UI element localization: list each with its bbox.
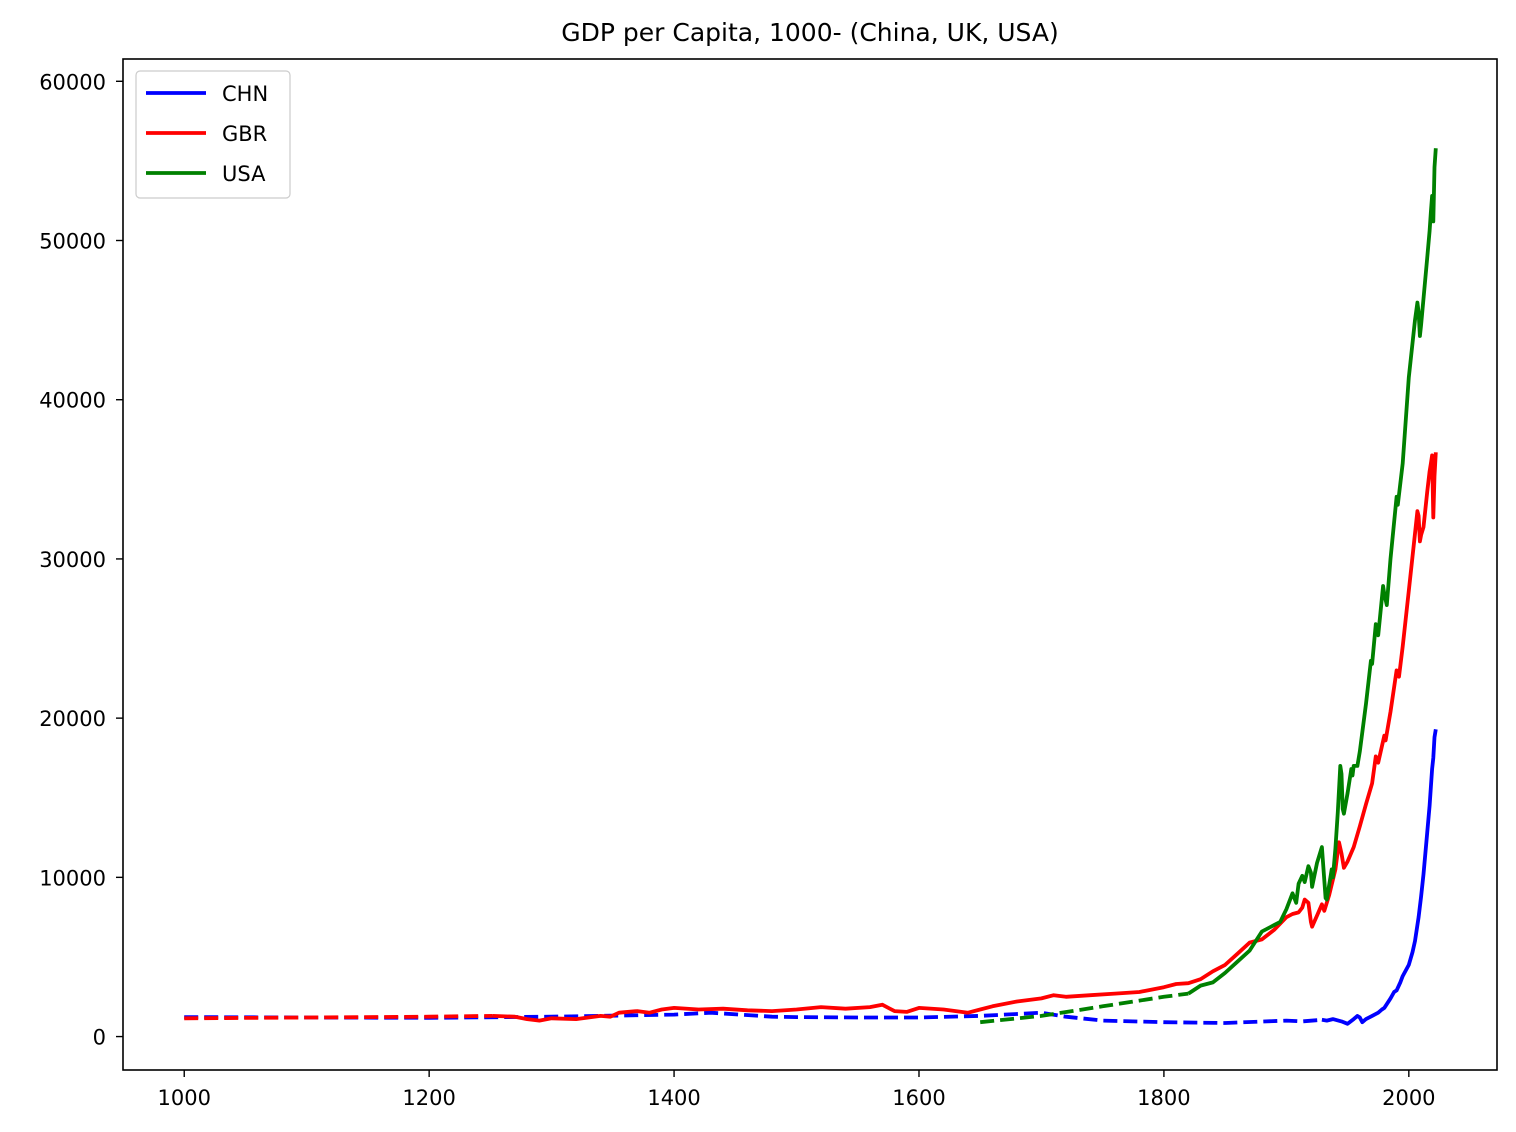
y-tick-label: 20000 [39, 707, 106, 731]
x-tick-label: 1400 [647, 1086, 700, 1110]
series-usa-dashed-line [980, 991, 1189, 1025]
y-tick-label: 30000 [39, 548, 106, 572]
x-tick-label: 1200 [402, 1086, 455, 1110]
series-layer [184, 148, 1438, 1026]
x-tick-label: 1600 [892, 1086, 945, 1110]
series-gbr-dashed-line [184, 1014, 493, 1021]
chart-title: GDP per Capita, 1000- (China, UK, USA) [561, 18, 1058, 47]
legend-box [135, 70, 291, 199]
series-usa-line [1187, 148, 1438, 996]
legend-label-chn: CHN [222, 82, 268, 106]
x-axis: 1000 1200 1400 1600 1800 2000 [158, 1070, 1436, 1110]
series-gbr-line [492, 452, 1438, 1023]
series-chn-line [1321, 728, 1438, 1026]
legend-label-usa: USA [222, 162, 266, 186]
y-tick-label: 50000 [39, 230, 106, 254]
legend-label-gbr: GBR [222, 122, 267, 146]
x-tick-label: 2000 [1382, 1086, 1435, 1110]
x-tick-label: 1000 [158, 1086, 211, 1110]
x-tick-label: 1800 [1137, 1086, 1190, 1110]
y-tick-label: 0 [93, 1026, 106, 1050]
legend: CHN GBR USA [135, 70, 291, 199]
y-tick-label: 10000 [39, 866, 106, 890]
plot-frame [122, 58, 1498, 1071]
y-tick-label: 60000 [39, 70, 106, 94]
y-tick-label: 40000 [39, 389, 106, 413]
y-axis: 0 10000 20000 30000 40000 50000 60000 [39, 70, 123, 1050]
